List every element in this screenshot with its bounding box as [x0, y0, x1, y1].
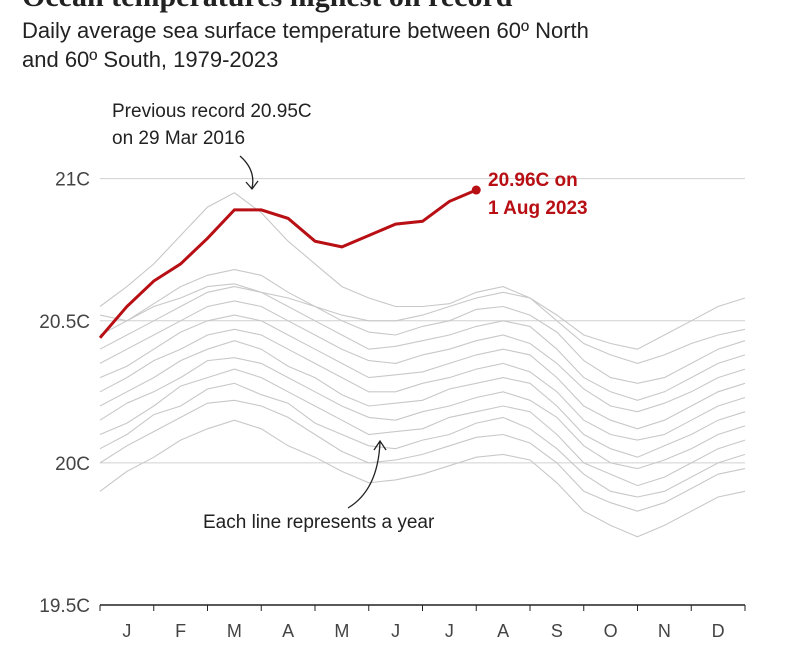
x-tick-label: N	[658, 621, 671, 641]
arrow	[347, 439, 387, 509]
series-line	[99, 328, 746, 441]
series-line	[99, 269, 746, 384]
x-tick-label: A	[497, 621, 509, 641]
y-tick-label: 21C	[55, 170, 90, 191]
end-point	[471, 185, 481, 195]
arrow	[239, 155, 259, 191]
series-line	[99, 283, 746, 350]
series-line	[99, 399, 746, 512]
x-tick-label: O	[604, 621, 618, 641]
y-tick-label: 19.5C	[39, 596, 90, 617]
x-tick-label: M	[227, 621, 242, 641]
annotation: on 29 Mar 2016	[112, 128, 245, 149]
series-line	[98, 188, 477, 339]
x-tick-label: J	[445, 621, 454, 641]
y-tick-label: 20C	[55, 454, 90, 475]
annotation: 20.96C on	[488, 170, 578, 191]
annotation: Previous record 20.95C	[112, 101, 312, 122]
x-tick-label: M	[334, 621, 349, 641]
x-tick-label: D	[712, 621, 725, 641]
series-line	[99, 192, 746, 364]
series-line	[99, 314, 746, 430]
chart-title: Ocean temperatures highest on record	[22, 0, 513, 13]
subtitle: Daily average sea surface temperature be…	[22, 18, 589, 43]
series-line	[99, 419, 746, 538]
x-tick-label: J	[391, 621, 400, 641]
x-tick-label: S	[551, 621, 563, 641]
annotation: Each line represents a year	[203, 512, 435, 533]
series-line	[99, 357, 746, 470]
x-tick-label: A	[282, 621, 294, 641]
x-tick-label: J	[122, 621, 131, 641]
series-line	[99, 340, 746, 458]
x-tick-label: F	[175, 621, 186, 641]
annotation: 1 Aug 2023	[488, 198, 588, 219]
series-line	[99, 382, 746, 498]
y-tick-label: 20.5C	[39, 312, 90, 333]
subtitle: and 60º South, 1979-2023	[22, 47, 278, 72]
series-line	[99, 368, 746, 487]
series-line	[99, 286, 746, 401]
series-line	[99, 300, 746, 413]
